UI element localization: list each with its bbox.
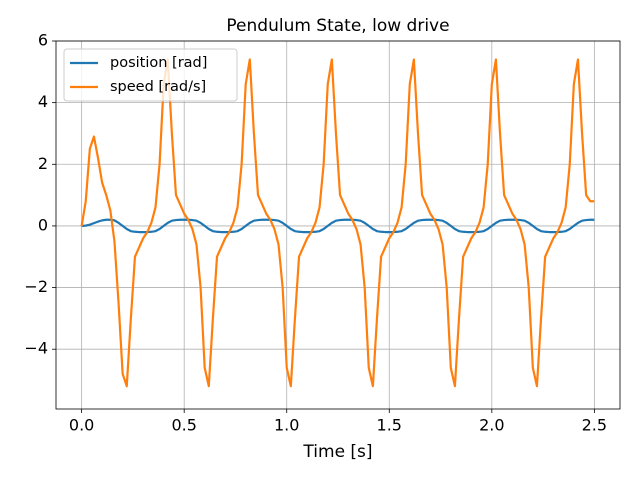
legend-box — [63, 48, 238, 102]
x-tick-label: 0.5 — [171, 416, 196, 435]
y-tick-label: 6 — [38, 31, 48, 50]
series-line — [81, 218, 595, 234]
x-tick-label: 0.0 — [69, 416, 94, 435]
y-tick-label: 0 — [38, 215, 48, 234]
axes-frame — [55, 40, 621, 410]
y-tick-label: 4 — [38, 92, 48, 111]
x-tick-label: 2.0 — [479, 416, 504, 435]
x-axis-label: Time [s] — [302, 442, 372, 462]
x-tick-label: 2.5 — [582, 416, 607, 435]
y-tick-label: −2 — [24, 277, 48, 296]
legend-label: speed [rad/s] — [110, 79, 206, 95]
legend-label: position [rad] — [110, 55, 207, 71]
y-tick-label: 2 — [38, 154, 48, 173]
chart-title: Pendulum State, low drive — [226, 16, 449, 36]
y-tick-label: −4 — [24, 339, 48, 358]
x-tick-label: 1.5 — [377, 416, 402, 435]
x-tick-label: 1.0 — [274, 416, 299, 435]
